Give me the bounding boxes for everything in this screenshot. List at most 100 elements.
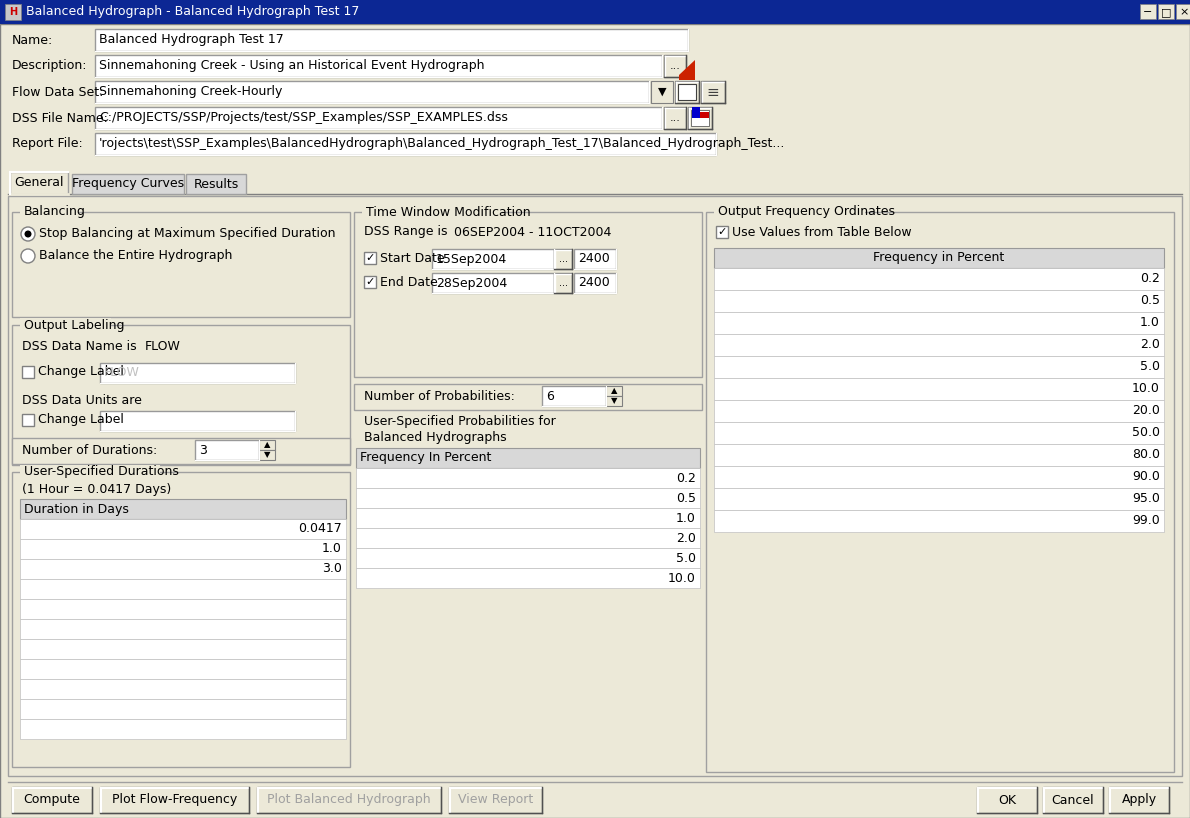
Bar [20,539,346,559]
Bar [714,312,1164,334]
Bar [95,107,662,129]
Text: 1.0: 1.0 [322,542,342,555]
Text: Cancel: Cancel [1052,793,1095,807]
Text: Plot Balanced Hydrograph: Plot Balanced Hydrograph [268,793,431,807]
Text: 0.5: 0.5 [676,492,696,505]
Polygon shape [679,60,695,80]
Bar [257,787,441,813]
Text: End Date: End Date [380,276,438,289]
Text: 0.5: 0.5 [1140,294,1160,308]
Text: Sinnemahoning Creek - Using an Historical Event Hydrograph: Sinnemahoning Creek - Using an Historica… [99,60,484,73]
Text: 0.2: 0.2 [1140,272,1160,285]
Text: 95.0: 95.0 [1132,492,1160,506]
Text: ▲: ▲ [264,441,270,450]
Text: Output Frequency Ordinates: Output Frequency Ordinates [718,205,895,218]
Bar [21,366,35,378]
Text: 5.0: 5.0 [1140,361,1160,374]
Bar [364,252,376,264]
Bar [73,174,184,194]
Text: Apply: Apply [1121,793,1157,807]
Text: ≡: ≡ [707,84,720,100]
Text: −: − [1144,7,1153,17]
Bar [95,133,716,155]
Text: 90.0: 90.0 [1132,470,1160,483]
Bar [1140,4,1155,19]
Text: Balance the Entire Hydrograph: Balance the Entire Hydrograph [39,249,232,263]
Bar [10,172,68,194]
Text: 3.0: 3.0 [322,563,342,576]
Text: Start Date: Start Date [380,251,445,264]
Text: 2400: 2400 [578,276,609,290]
Bar [664,55,685,77]
Text: General: General [14,177,64,190]
Bar [20,499,346,519]
Bar [714,466,1164,488]
Text: 50.0: 50.0 [1132,426,1160,439]
Bar [606,386,622,396]
Bar [195,440,259,460]
Bar [714,488,1164,510]
Bar [664,107,685,129]
Bar [449,787,541,813]
Bar [20,639,346,659]
Text: Sinnemahoning Creek-Hourly: Sinnemahoning Creek-Hourly [99,86,282,98]
Text: ...: ... [670,61,681,71]
Bar [12,438,350,464]
Text: 6: 6 [546,389,553,402]
Bar [20,465,159,478]
Circle shape [21,227,35,241]
Text: 15Sep2004: 15Sep2004 [436,253,507,266]
Text: Change Label: Change Label [38,366,124,379]
Bar [20,719,346,739]
Bar [12,325,350,465]
Bar [362,205,502,218]
Text: 2.0: 2.0 [1140,339,1160,352]
Bar [714,510,1164,532]
Bar [95,55,662,77]
Bar [714,422,1164,444]
Text: Output Labeling: Output Labeling [24,318,125,331]
Bar [432,249,555,269]
Bar [186,174,246,194]
Bar [574,273,616,293]
Text: Report File:: Report File: [12,137,83,151]
Text: 3: 3 [199,443,207,456]
Bar [432,273,555,293]
Bar [259,450,275,460]
Text: User-Specified Durations: User-Specified Durations [24,465,179,479]
Text: View Report: View Report [458,793,533,807]
Text: 06SEP2004 - 11OCT2004: 06SEP2004 - 11OCT2004 [455,226,612,239]
Text: Frequency in Percent: Frequency in Percent [873,251,1004,264]
Text: 20.0: 20.0 [1132,404,1160,417]
Text: 2.0: 2.0 [676,532,696,545]
Bar [555,273,572,293]
Bar [21,414,35,426]
Text: Stop Balancing at Maximum Specified Duration: Stop Balancing at Maximum Specified Dura… [39,227,336,240]
Text: ▼: ▼ [264,451,270,460]
Text: ×: × [1179,7,1189,17]
Circle shape [25,231,31,237]
Bar [12,472,350,767]
Text: 80.0: 80.0 [1132,448,1160,461]
Bar [714,290,1164,312]
Bar [364,276,376,288]
Text: FLOW: FLOW [104,366,140,380]
Bar [541,386,606,406]
Text: Balanced Hydrograph - Balanced Hydrograph Test 17: Balanced Hydrograph - Balanced Hydrograp… [26,6,359,19]
Text: DSS Data Name is: DSS Data Name is [21,340,137,353]
Bar [716,226,728,238]
Text: Frequency Curves: Frequency Curves [71,178,184,191]
Bar [20,679,346,699]
Bar [356,528,700,548]
Bar [5,4,21,20]
Text: Compute: Compute [24,793,81,807]
Bar [714,248,1164,268]
Bar [651,81,674,103]
Bar [688,107,712,129]
Text: 'rojects\test\SSP_Examples\BalancedHydrograph\Balanced_Hydrograph_Test_17\Balanc: 'rojects\test\SSP_Examples\BalancedHydro… [99,137,785,151]
Text: Flow Data Set:: Flow Data Set: [12,86,104,98]
Bar [356,448,700,468]
Text: ...: ... [670,113,681,123]
Bar [353,212,702,377]
Bar [12,212,350,317]
